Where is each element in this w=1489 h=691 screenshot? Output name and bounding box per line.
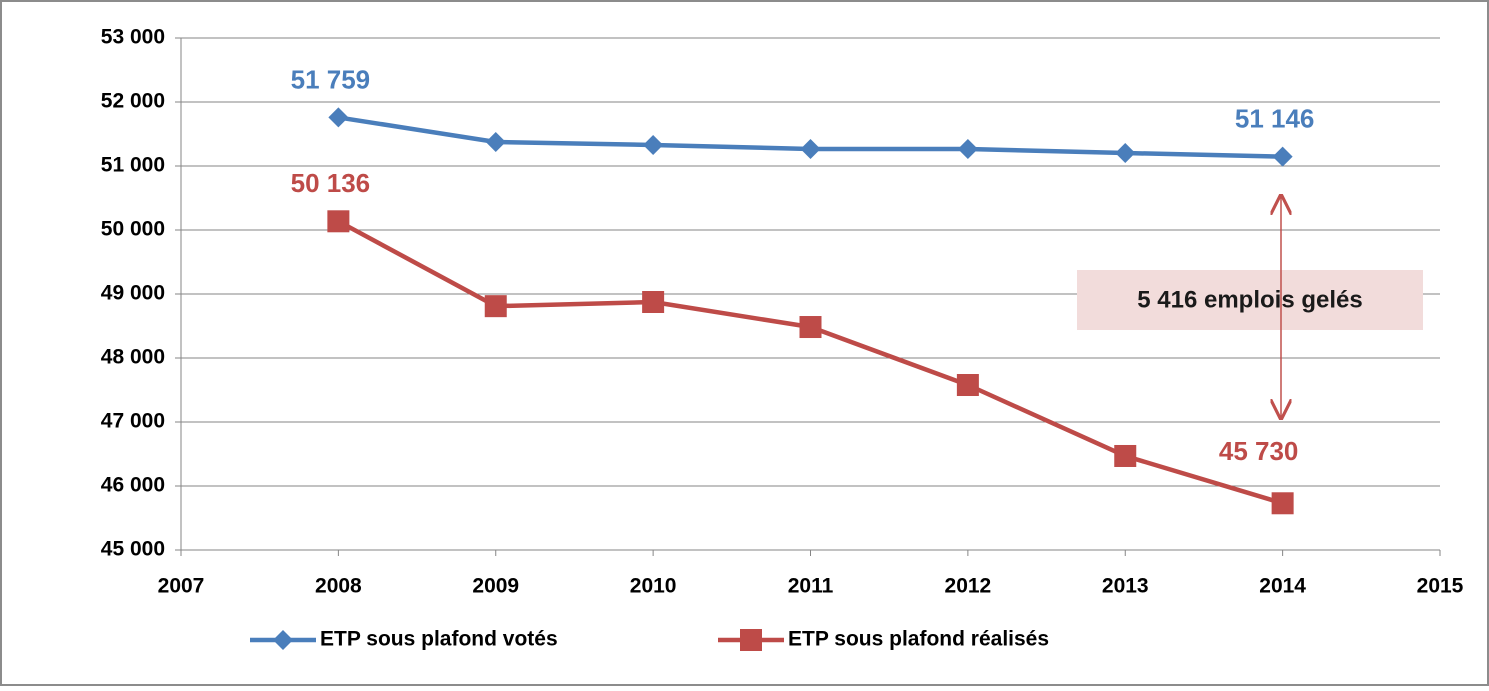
y-tick-label: 50 000 [101,218,165,241]
annotation: 5 416 emplois gelés [1137,286,1362,313]
data-label: 51 759 [291,64,371,94]
x-tick-label: 2013 [1102,575,1149,598]
data-point [328,107,349,128]
data-label: 45 730 [1219,436,1299,466]
legend-label: ETP sous plafond votés [320,628,558,651]
data-point [799,316,822,339]
y-tick-label: 49 000 [101,282,165,305]
data-label: 50 136 [291,168,371,198]
annotation-box [1077,270,1423,330]
data-point [485,132,506,152]
x-tick-label: 2010 [630,575,677,598]
data-point [1114,444,1137,467]
x-tick-label: 2009 [472,575,519,598]
legend-marker [740,629,762,651]
data-point [327,210,350,233]
data-point [643,135,664,156]
data-point [957,138,978,159]
x-tick-label: 2007 [158,575,205,598]
data-label: 51 146 [1235,104,1315,134]
x-tick-label: 2011 [788,575,834,598]
y-tick-label: 51 000 [101,154,165,177]
y-tick-label: 52 000 [101,90,165,113]
data-point [1271,492,1294,515]
y-tick-label: 46 000 [101,474,165,497]
data-point [800,138,821,159]
legend-marker [273,630,293,650]
y-tick-label: 48 000 [101,346,165,369]
x-tick-label: 2008 [315,575,362,598]
data-point [484,295,507,318]
y-tick-label: 47 000 [101,410,165,433]
y-tick-label: 45 000 [101,538,165,561]
y-tick-label: 53 000 [101,26,165,49]
x-tick-label: 2012 [945,575,992,598]
data-point [1272,146,1293,167]
data-point [642,291,665,313]
x-tick-label: 2014 [1259,575,1306,598]
x-tick-label: 2015 [1417,575,1464,598]
data-point [1115,143,1136,164]
data-point [956,374,979,397]
legend-label: ETP sous plafond réalisés [788,628,1049,651]
